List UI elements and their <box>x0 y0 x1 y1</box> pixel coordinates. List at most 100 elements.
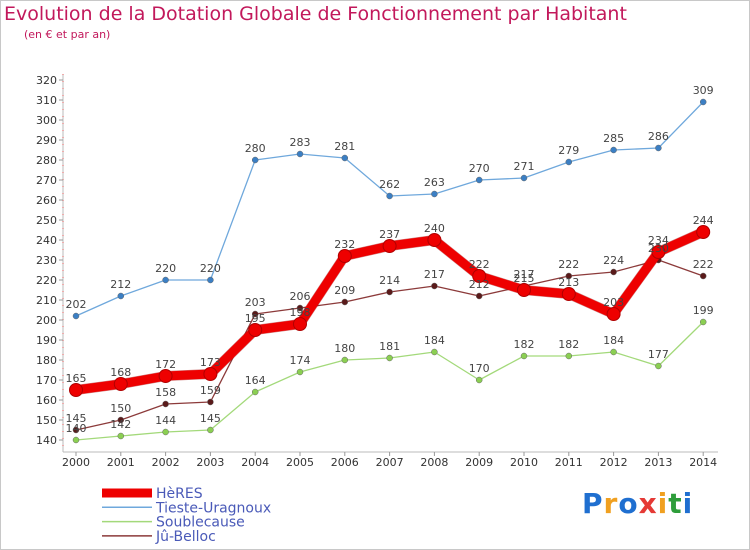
logo-letter: i <box>682 487 694 520</box>
logo-letter: P <box>582 487 604 520</box>
data-point <box>520 352 528 360</box>
data-point <box>427 233 442 247</box>
data-point <box>162 276 169 284</box>
data-point <box>251 310 259 318</box>
data-label: 222 <box>469 258 490 271</box>
data-label: 180 <box>334 342 355 355</box>
data-label: 202 <box>66 298 87 311</box>
data-point <box>475 292 483 300</box>
data-label: 262 <box>379 178 400 191</box>
data-point <box>296 368 304 376</box>
data-point <box>610 268 617 276</box>
y-tick-label: 210 <box>36 294 57 307</box>
data-point <box>251 388 259 396</box>
legend-label: Soublecause <box>156 515 245 531</box>
y-tick-label: 240 <box>36 234 57 247</box>
data-point <box>69 383 83 397</box>
chart-title: Evolution de la Dotation Globale de Fonc… <box>4 3 627 25</box>
data-point <box>117 292 125 300</box>
data-point <box>386 354 393 362</box>
y-tick-label: 260 <box>36 194 57 207</box>
data-label: 199 <box>693 304 714 317</box>
data-point <box>117 416 125 424</box>
y-tick-label: 300 <box>36 114 57 127</box>
data-point <box>72 426 80 434</box>
x-tick-label: 2002 <box>152 456 180 469</box>
x-tick-label: 2010 <box>510 456 538 469</box>
data-point <box>475 176 483 184</box>
data-label: 140 <box>66 422 87 435</box>
data-label: 144 <box>155 414 176 427</box>
data-label: 309 <box>693 84 714 97</box>
data-label: 209 <box>334 284 355 297</box>
y-tick-label: 170 <box>36 374 57 387</box>
data-label: 142 <box>110 418 131 431</box>
data-point <box>113 377 128 391</box>
data-point <box>651 245 666 259</box>
data-label: 222 <box>558 258 579 271</box>
data-label: 145 <box>200 412 221 425</box>
data-label: 285 <box>603 132 624 145</box>
data-point <box>207 398 214 406</box>
data-label: 234 <box>648 234 669 247</box>
data-point <box>431 282 438 290</box>
y-tick-label: 250 <box>36 214 57 227</box>
logo-letter: i <box>657 487 669 520</box>
y-tick-label: 270 <box>36 174 57 187</box>
y-tick-label: 200 <box>36 314 57 327</box>
y-tick-label: 320 <box>36 74 57 87</box>
data-label: 217 <box>514 268 535 281</box>
data-label: 172 <box>155 358 176 371</box>
data-label: 203 <box>245 296 266 309</box>
data-point <box>117 432 125 440</box>
data-point <box>203 367 218 381</box>
data-label: 244 <box>693 214 714 227</box>
data-point <box>610 146 617 154</box>
data-label: 212 <box>469 278 490 291</box>
chart-subtitle: (en € et par an) <box>24 28 111 41</box>
data-point <box>341 298 349 306</box>
data-label: 240 <box>424 222 445 235</box>
data-label: 237 <box>379 228 400 241</box>
data-point <box>610 348 617 356</box>
data-label: 184 <box>424 334 445 347</box>
data-point <box>655 144 662 152</box>
y-tick-label: 230 <box>36 254 57 267</box>
data-point <box>655 362 662 370</box>
y-tick-label: 180 <box>36 354 57 367</box>
data-point <box>517 283 531 297</box>
data-label: 232 <box>334 238 355 251</box>
data-label: 182 <box>558 338 579 351</box>
y-tick-label: 280 <box>36 154 57 167</box>
x-tick-label: 2011 <box>555 456 583 469</box>
data-point <box>386 288 393 296</box>
data-label: 164 <box>245 374 266 387</box>
y-tick-label: 290 <box>36 134 57 147</box>
data-point <box>520 174 528 182</box>
data-label: 283 <box>290 136 311 149</box>
data-label: 213 <box>558 276 579 289</box>
legend-label: Jû-Belloc <box>155 529 216 545</box>
x-tick-label: 2007 <box>376 456 404 469</box>
data-label: 165 <box>66 372 87 385</box>
data-label: 279 <box>558 144 579 157</box>
x-tick-label: 2009 <box>465 456 493 469</box>
x-tick-label: 2014 <box>689 456 717 469</box>
data-point <box>475 376 483 384</box>
data-point <box>699 98 707 106</box>
data-label: 220 <box>155 262 176 275</box>
data-point <box>606 307 621 321</box>
data-label: 212 <box>110 278 131 291</box>
data-label: 184 <box>603 334 624 347</box>
chart-series <box>69 98 711 444</box>
logo-letter: t <box>668 487 683 520</box>
data-point <box>699 272 707 280</box>
x-tick-label: 2012 <box>600 456 628 469</box>
data-point <box>341 154 349 162</box>
data-label: 177 <box>648 348 669 361</box>
data-label: 159 <box>200 384 221 397</box>
data-point <box>382 239 397 253</box>
y-tick-label: 140 <box>36 434 57 447</box>
